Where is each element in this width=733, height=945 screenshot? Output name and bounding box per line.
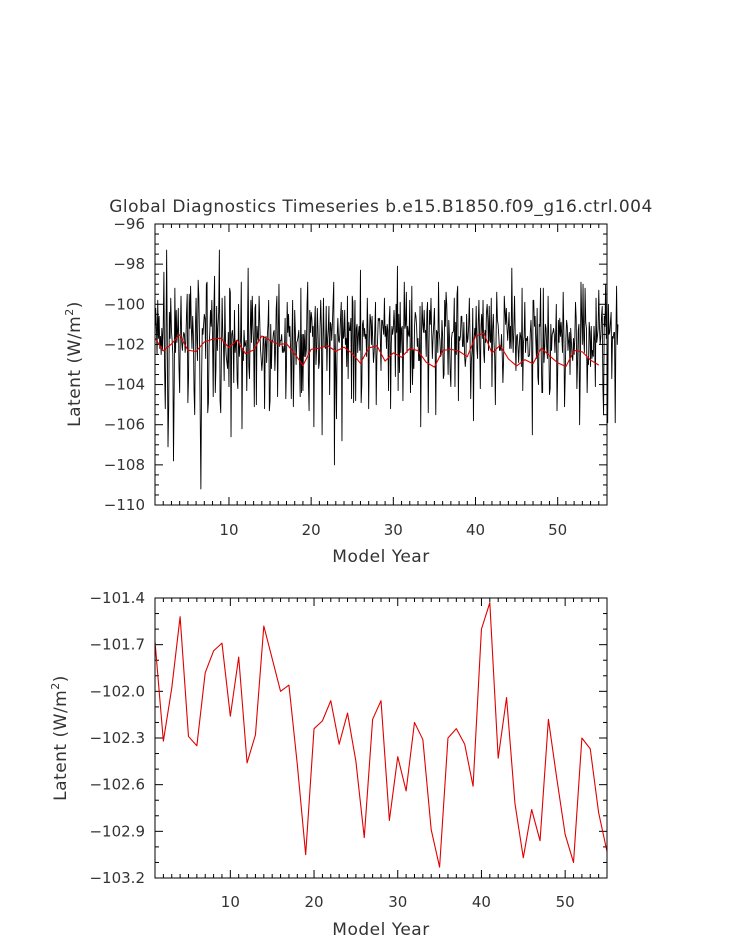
top-y-axis-label: Latent (W/m2)	[63, 301, 85, 427]
bottom-x-axis-label: Model Year	[332, 920, 429, 940]
top-x-tick-label: 20	[302, 521, 321, 539]
top-x-tick-label: 50	[548, 521, 567, 539]
bottom-x-tick-labels: 10 20 30 40 50	[221, 893, 575, 911]
top-x-axis-label: Model Year	[332, 547, 429, 567]
top-y-tick-label: −100	[104, 295, 145, 313]
top-y-tick-label: −104	[104, 376, 145, 394]
bottom-y-tick-label: −102.6	[89, 776, 145, 794]
top-plot-frame	[154, 223, 608, 506]
bottom-plot-frame	[154, 597, 608, 879]
top-series-monthly	[154, 249, 619, 490]
top-x-tick-labels: 10 20 30 40 50	[219, 521, 567, 539]
top-y-tick-label: −102	[104, 335, 145, 353]
bottom-panel: 10 20 30 40 50 −103.2 −102.9 −102.6 −102…	[49, 589, 608, 940]
top-y-tick-label: −110	[104, 496, 145, 514]
top-y-tick-label: −108	[104, 456, 145, 474]
bottom-y-tick-labels: −103.2 −102.9 −102.6 −102.3 −102.0 −101.…	[89, 589, 145, 887]
top-series-annual-mean	[154, 332, 600, 368]
top-y-tick-label: −106	[104, 416, 145, 434]
bottom-x-tick-label: 10	[221, 893, 240, 911]
bottom-x-tick-label: 40	[472, 893, 491, 911]
top-y-tick-label: −98	[113, 255, 145, 273]
bottom-y-tick-label: −101.4	[89, 589, 145, 607]
top-series	[154, 249, 619, 490]
top-panel: Global Diagnostics Timeseries b.e15.B185…	[63, 197, 653, 567]
bottom-y-tick-label: −101.7	[89, 636, 145, 654]
bottom-series	[154, 602, 608, 868]
bottom-y-tick-label: −103.2	[89, 869, 145, 887]
bottom-y-tick-label: −102.9	[89, 822, 145, 840]
bottom-x-tick-label: 20	[304, 893, 323, 911]
top-x-tick-label: 30	[384, 521, 403, 539]
top-y-tick-label: −96	[113, 215, 145, 233]
bottom-y-tick-label: −102.0	[89, 682, 145, 700]
top-y-tick-labels: −110 −108 −106 −104 −102 −100 −98 −96	[104, 215, 145, 514]
bottom-series-annual-mean	[154, 602, 608, 868]
top-chart-title: Global Diagnostics Timeseries b.e15.B185…	[109, 197, 653, 217]
bottom-ticks	[154, 597, 608, 879]
bottom-x-tick-label: 30	[388, 893, 407, 911]
bottom-x-tick-label: 50	[556, 893, 575, 911]
bottom-y-tick-label: −102.3	[89, 729, 145, 747]
top-x-tick-label: 40	[466, 521, 485, 539]
top-x-tick-label: 10	[219, 521, 238, 539]
bottom-y-axis-label: Latent (W/m2)	[49, 675, 71, 801]
